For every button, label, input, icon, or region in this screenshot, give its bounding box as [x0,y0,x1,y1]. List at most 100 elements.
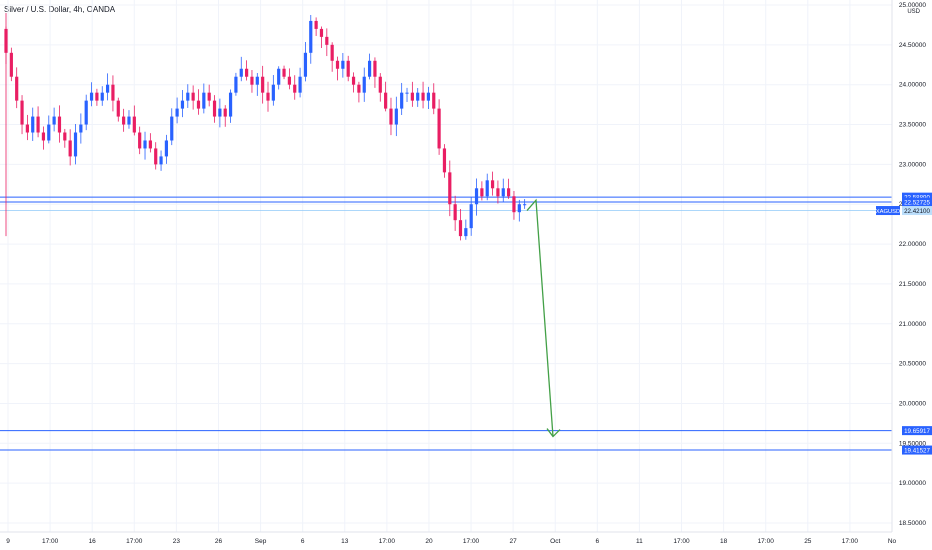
candle-body [341,60,345,69]
candle-body [84,100,88,125]
level-price-label: 19.41527 [904,447,930,454]
candle-body [410,92,414,101]
candle-body [389,108,393,125]
candle-body [523,204,527,206]
candle-body [282,68,286,77]
candle-body [255,76,259,85]
candle-body [223,108,227,117]
candle-body [132,116,136,133]
candle-body [378,76,382,93]
candle-body [507,188,511,197]
candle-body [154,148,158,165]
candle-body [95,92,99,101]
candles [4,12,527,241]
level-price-label: 19.65917 [904,428,930,435]
candle-body [277,68,281,85]
candle-body [239,68,243,77]
candle-body [496,188,500,197]
candle-body [25,124,29,133]
y-tick-label: 19.50000 [899,440,926,447]
candle-body [186,92,190,101]
candle-body [245,68,249,77]
candle-body [367,60,372,77]
x-tick-label: 18 [720,538,728,545]
y-tick-label: 23.50000 [899,122,926,129]
x-tick-label: 17:00 [42,538,59,545]
candle-body [442,148,447,173]
candle-body [79,124,83,133]
candle-body [287,76,291,85]
candle-body [36,116,40,133]
candle-body [357,84,361,93]
projection-arrow [526,198,561,438]
x-tick-label: 17:00 [758,538,775,545]
x-tick-label: 6 [596,538,600,545]
candle-body [73,132,78,157]
candle-body [394,108,398,125]
candle-body [9,52,13,77]
candle-body [351,76,356,85]
candle-body [517,204,521,213]
candle-body [464,228,468,237]
candle-body [207,92,211,101]
candle-body [325,36,329,45]
candle-body [501,188,505,197]
x-tick-label: 17:00 [673,538,690,545]
candle-body [127,116,131,125]
candle-body [196,100,201,109]
grid [0,0,893,532]
x-tick-label: No [888,538,897,545]
candle-body [170,116,174,141]
candle-body [474,188,479,205]
candle-body [180,100,185,109]
candle-body [432,92,436,109]
candle-body [437,108,441,149]
x-tick-label: 17:00 [463,538,480,545]
time-axis[interactable]: 9 17:00 16 17:00 23 26 Sep 6 13 17:00 20 17:00 27 Oct… [6,538,896,545]
symbol-tag-bg [876,206,900,216]
currency-label: USD [907,9,920,15]
candle-body [448,172,452,205]
candle-body [218,108,222,117]
current-price-label: 22.42100 [904,208,930,215]
candle-body [512,196,516,213]
candle-body [20,100,24,125]
candle-body [298,76,302,93]
candle-body [314,20,318,29]
candle-body [212,100,217,117]
x-tick-label: 25 [804,538,812,545]
level-price-label-bg [902,197,932,207]
candle-body [271,84,275,101]
candle-body [346,60,350,77]
x-tick-label: Oct [550,538,560,545]
x-tick-label: 26 [215,538,223,545]
candle-body [480,188,484,197]
candle-body [335,60,340,69]
candle-body [469,204,473,229]
candle-body [63,132,67,141]
candle-body [453,204,457,221]
candle-body [143,140,147,149]
candle-body [122,116,126,125]
x-tick-label: 17:00 [379,538,396,545]
candle-body [319,28,324,37]
arrow-head [546,428,561,438]
y-tick-label: 25.00000 [899,2,926,9]
candle-body [426,92,431,101]
level-price-label-bg [902,192,932,202]
candle-body [100,92,104,101]
x-tick-label: 9 [6,538,10,545]
symbol-tag: XAGUSD [876,209,900,215]
candle-body [400,92,404,109]
candle-body [490,180,495,189]
candle-body [202,92,206,109]
candle-body [234,76,238,93]
candle-body [303,52,308,77]
candle-body [191,92,195,101]
candle-body [138,132,142,149]
price-levels[interactable] [0,196,892,451]
candle-body [15,76,19,101]
candle-body [116,100,120,117]
candle-body [111,84,115,101]
